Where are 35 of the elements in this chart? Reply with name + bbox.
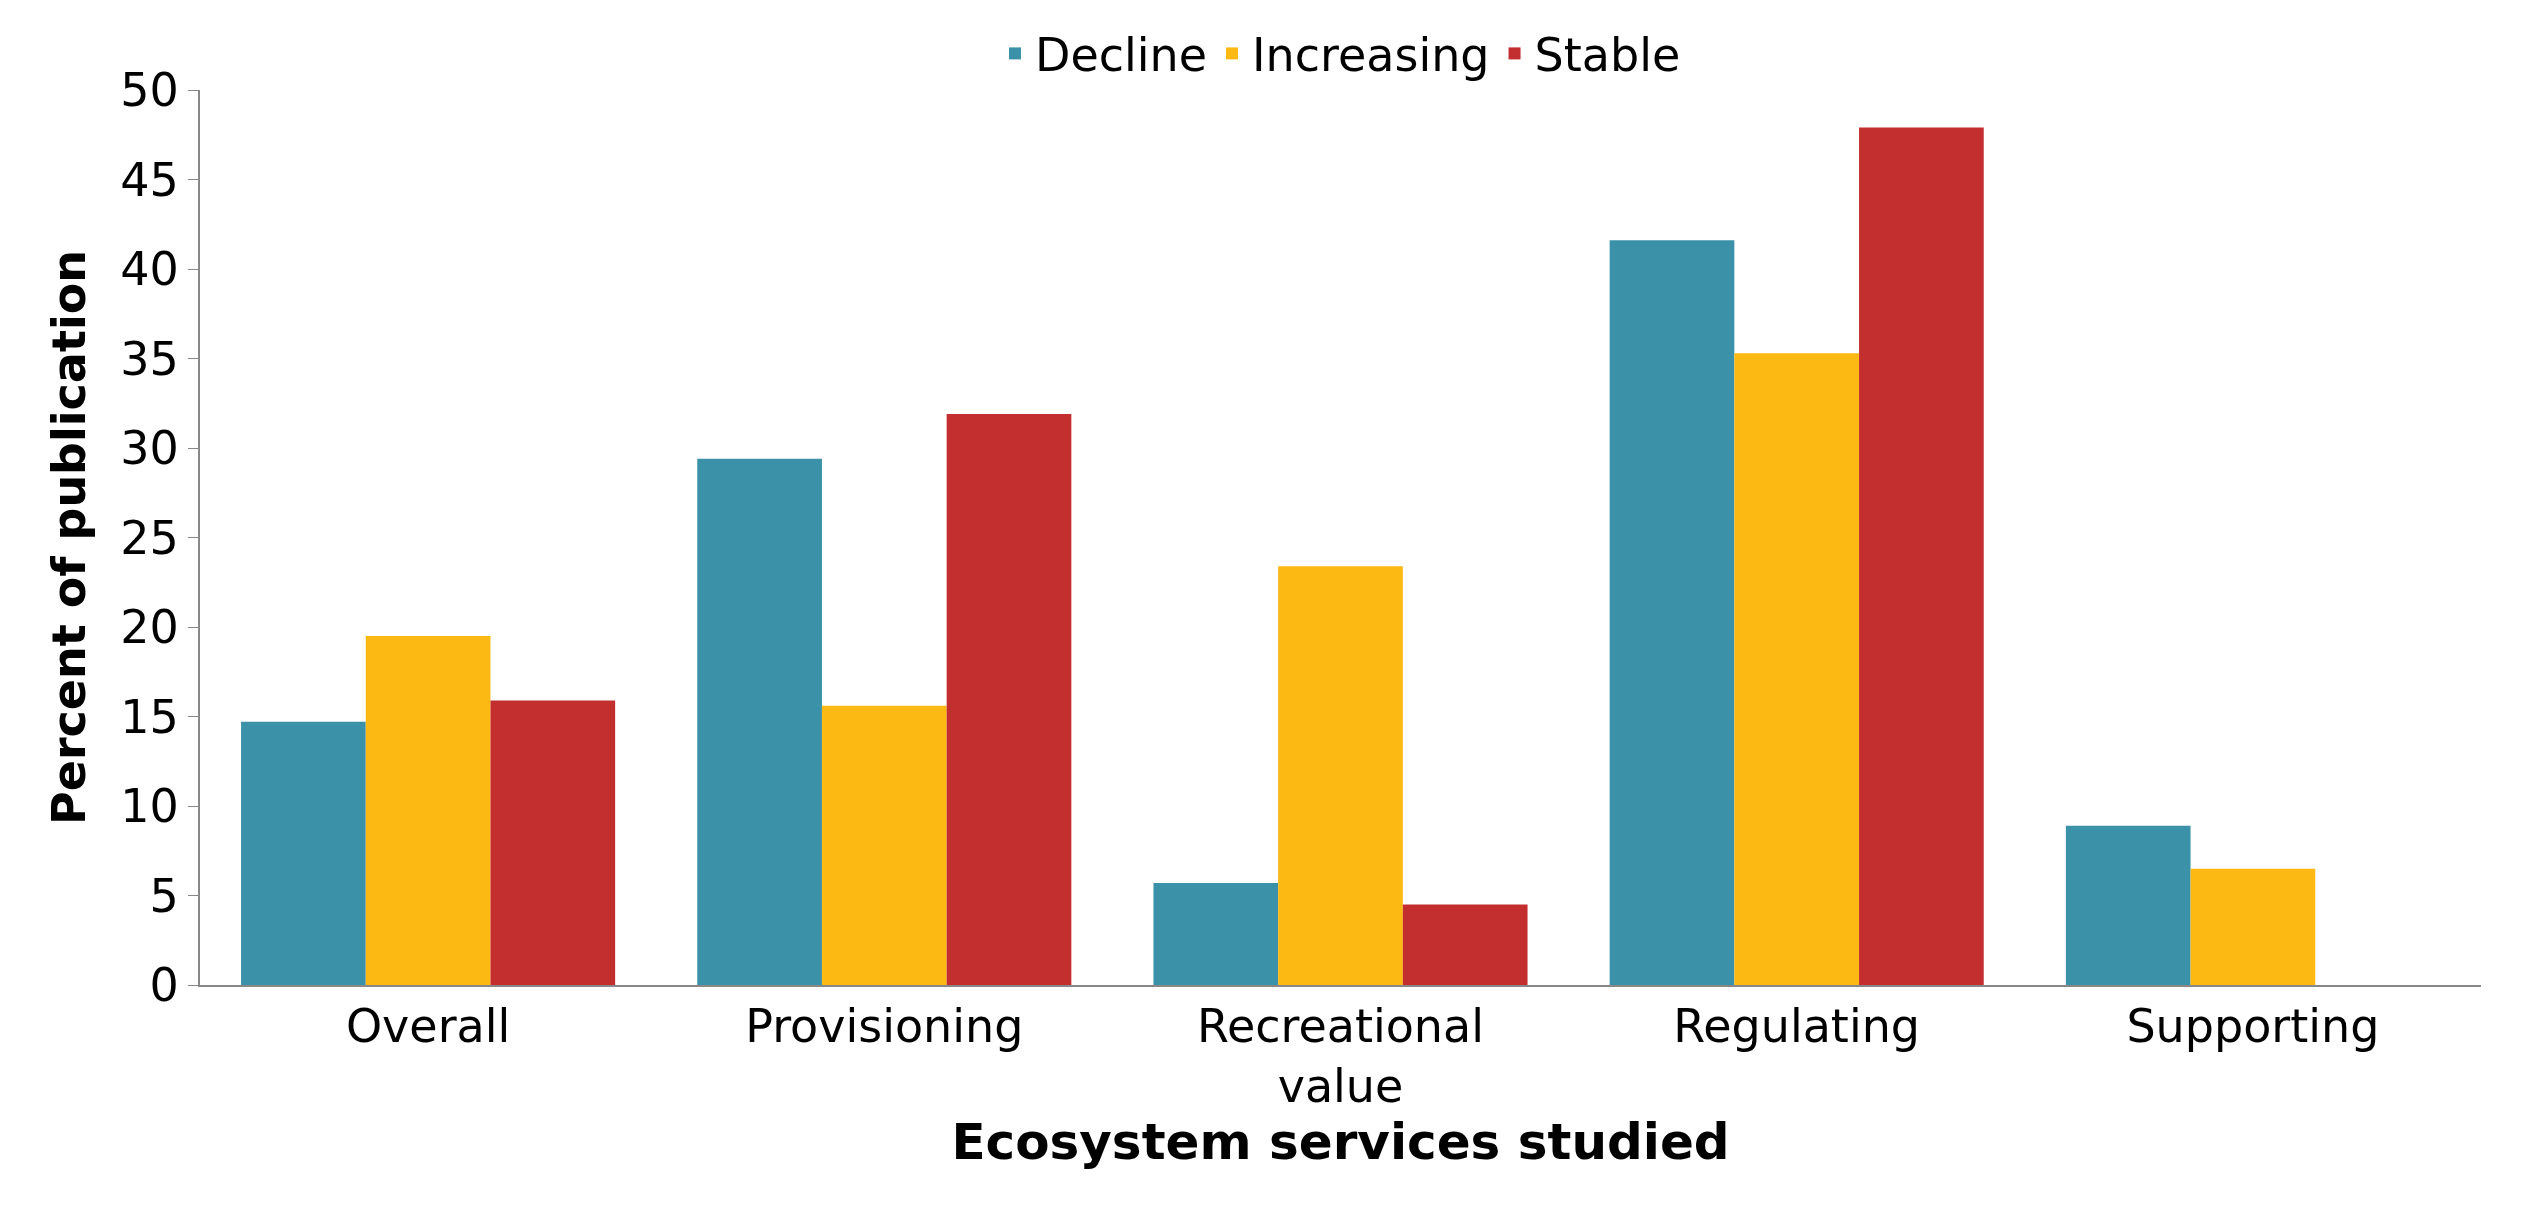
y-tick-label: 10	[120, 779, 179, 834]
y-tick-label: 45	[120, 152, 179, 207]
bar	[1153, 882, 1279, 985]
y-tick-label: 20	[120, 600, 179, 655]
y-axis-title: Percent of publication	[42, 250, 97, 825]
bar	[697, 458, 822, 985]
legend-label: Decline	[1035, 28, 1208, 83]
bar	[1402, 904, 1528, 985]
x-tick-label: Overall	[345, 999, 511, 1054]
bar	[821, 705, 947, 985]
bar	[1859, 127, 1984, 985]
bar	[490, 700, 616, 985]
y-tick-label: 0	[149, 958, 179, 1013]
y-tick-label: 50	[120, 63, 179, 118]
y-tick-label: 30	[120, 421, 179, 476]
bar	[241, 721, 366, 985]
y-tick-label: 35	[120, 331, 179, 386]
legend-label: Stable	[1534, 28, 1681, 83]
x-tick-label: Regulating	[1673, 999, 1921, 1054]
bar	[2190, 868, 2316, 985]
y-tick-label: 5	[149, 868, 179, 923]
y-tick-label: 25	[120, 510, 179, 565]
x-tick-label: Supporting	[2126, 999, 2380, 1054]
bar	[1609, 240, 1735, 985]
bar	[2065, 825, 2191, 985]
x-tick-label: Recreational value	[1197, 999, 1484, 1113]
bar	[1734, 353, 1860, 985]
y-tick-label: 40	[120, 242, 179, 297]
bar	[365, 635, 491, 985]
legend-label: Increasing	[1252, 28, 1490, 83]
bar	[1278, 566, 1403, 985]
x-axis-title: Ecosystem services studied	[951, 1113, 1730, 1171]
x-tick-label: Provisioning	[745, 999, 1024, 1054]
y-tick-label: 15	[120, 689, 179, 744]
bar	[946, 413, 1072, 985]
